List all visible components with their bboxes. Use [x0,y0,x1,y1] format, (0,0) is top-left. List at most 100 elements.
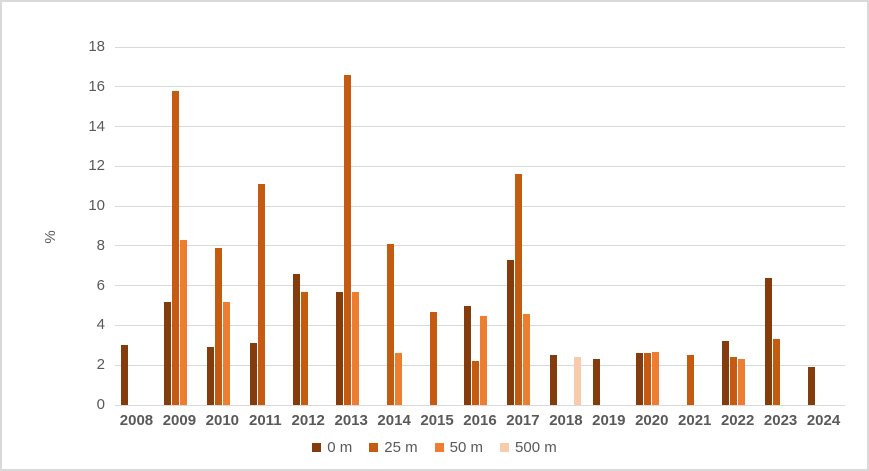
bar-2012-25m [300,291,308,405]
x-tick-label-2019: 2019 [592,412,626,429]
legend-item-0m: 0 m [312,439,352,456]
bar-2022-0m [722,341,730,405]
bar-group-2010 [201,47,244,405]
bar-2008-0m [120,345,128,405]
x-tick-label-2024: 2024 [806,412,841,429]
bar-2014-50m [394,353,402,405]
legend-label-0m: 0 m [327,439,353,456]
bar-2013-0m [335,291,343,405]
y-tick-label-12: 12 [88,157,105,175]
x-tick-label-2023: 2023 [763,412,798,429]
x-tick-label-2015: 2015 [420,412,454,429]
bar-2020-25m [644,353,652,405]
bar-2018-0m [550,355,558,405]
bar-group-2015 [416,47,459,405]
bar-2023-0m [765,277,773,405]
gridline-6 [115,285,845,287]
gridline-10 [115,205,845,207]
x-tick-label-2022: 2022 [720,412,755,429]
bar-2013-25m [343,74,351,405]
bar-2016-0m [464,305,472,405]
x-tick-label-2012: 2012 [291,412,325,429]
x-tick-label-2017: 2017 [506,412,540,429]
x-tick-label-2021: 2021 [678,412,712,429]
bar-group-2022 [716,47,759,405]
bar-group-2012 [287,47,330,405]
gridline-18 [115,46,845,48]
gridline-14 [115,126,845,128]
bar-2015-25m [429,311,437,405]
bar-2022-50m [738,359,746,405]
bar-group-2008 [115,47,158,405]
bar-2009-0m [163,301,171,405]
bar-group-2019 [587,47,630,405]
plot-area [115,46,845,406]
bar-2019-0m [593,359,601,405]
x-tick-label-2008: 2008 [119,412,154,429]
y-tick-label-6: 6 [96,276,105,294]
y-tick-label-4: 4 [96,316,105,334]
bar-2024-0m [808,367,816,405]
y-tick-label-10: 10 [88,197,105,215]
legend-label-25m: 25 m [384,439,418,456]
bar-2017-0m [507,259,515,405]
y-tick-label-8: 8 [96,236,105,254]
bar-2010-25m [214,247,222,405]
x-tick-label-2013: 2013 [334,412,368,429]
y-tick-label-18: 18 [88,38,105,55]
gridline-16 [115,86,845,88]
bar-2022-25m [730,357,738,405]
x-tick-label-2011: 2011 [249,412,282,429]
bar-2016-25m [472,361,480,405]
bar-2021-25m [687,355,695,405]
y-tick-label-2: 2 [96,356,105,374]
bar-2011-0m [249,343,257,405]
bar-group-2023 [759,47,802,405]
bar-group-2016 [459,47,502,405]
x-tick-label-2014: 2014 [377,412,411,429]
bar-2018-500m [574,357,582,405]
bar-group-2021 [673,47,716,405]
bar-2009-25m [171,90,179,405]
x-tick-label-2009: 2009 [162,412,197,429]
bar-group-2017 [501,47,544,405]
y-tick-label-14: 14 [88,117,105,135]
y-tick-label-0: 0 [96,396,105,413]
legend-item-50m: 50 m [434,439,484,456]
x-tick-label-2010: 2010 [205,412,240,429]
bar-2009-50m [179,239,187,405]
bar-2017-25m [515,174,523,405]
bar-2012-0m [292,273,300,405]
bar-2013-50m [351,291,359,405]
bar-2020-0m [636,353,644,405]
legend-item-500m: 500 m [500,439,557,456]
bar-group-2014 [373,47,416,405]
gridline-2 [115,364,845,366]
legend-swatch-50m [434,443,444,452]
bar-2017-50m [523,313,531,405]
legend-label-50m: 50 m [449,439,484,456]
gridline-8 [115,245,845,247]
bar-group-2013 [330,47,373,405]
legend-item-25m: 25 m [369,439,418,456]
bar-group-2009 [158,47,201,405]
bar-2016-50m [480,315,488,405]
bar-2020-50m [652,352,660,405]
x-tick-label-2020: 2020 [635,412,669,429]
bar-2010-50m [222,301,230,405]
x-axis-line [115,404,845,406]
bar-group-2020 [630,47,673,405]
legend: 0 m 25 m 50 m 500 m [2,439,867,456]
bar-group-2011 [244,47,287,405]
bar-2023-25m [773,339,781,405]
x-tick-label-2016: 2016 [463,412,497,429]
gridline-4 [115,324,845,326]
legend-swatch-25m [369,443,379,452]
legend-swatch-500m [500,443,510,452]
legend-label-500m: 500 m [515,439,557,456]
bar-2011-25m [257,184,265,405]
x-tick-label-2018: 2018 [549,412,583,429]
bar-2010-0m [206,347,214,405]
y-tick-label-16: 16 [88,77,105,95]
